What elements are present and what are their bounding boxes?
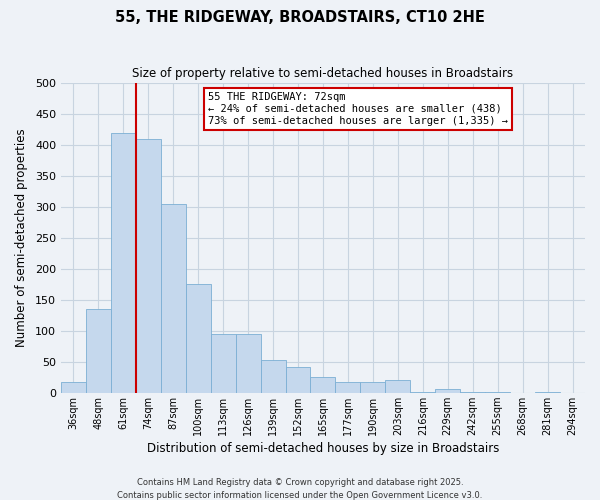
- Bar: [460, 392, 485, 393]
- Title: Size of property relative to semi-detached houses in Broadstairs: Size of property relative to semi-detach…: [133, 68, 514, 80]
- Bar: [310, 376, 335, 393]
- Bar: [335, 382, 361, 393]
- Bar: [136, 139, 161, 393]
- Text: Contains HM Land Registry data © Crown copyright and database right 2025.
Contai: Contains HM Land Registry data © Crown c…: [118, 478, 482, 500]
- Bar: [535, 392, 560, 393]
- Bar: [385, 380, 410, 393]
- X-axis label: Distribution of semi-detached houses by size in Broadstairs: Distribution of semi-detached houses by …: [147, 442, 499, 455]
- Bar: [410, 392, 435, 393]
- Bar: [186, 284, 211, 393]
- Bar: [485, 392, 510, 393]
- Bar: [260, 360, 286, 393]
- Bar: [236, 334, 260, 393]
- Bar: [286, 367, 310, 393]
- Y-axis label: Number of semi-detached properties: Number of semi-detached properties: [15, 128, 28, 347]
- Bar: [111, 132, 136, 393]
- Bar: [211, 334, 236, 393]
- Bar: [61, 382, 86, 393]
- Text: 55, THE RIDGEWAY, BROADSTAIRS, CT10 2HE: 55, THE RIDGEWAY, BROADSTAIRS, CT10 2HE: [115, 10, 485, 25]
- Bar: [361, 382, 385, 393]
- Text: 55 THE RIDGEWAY: 72sqm
← 24% of semi-detached houses are smaller (438)
73% of se: 55 THE RIDGEWAY: 72sqm ← 24% of semi-det…: [208, 92, 508, 126]
- Bar: [161, 204, 186, 393]
- Bar: [86, 309, 111, 393]
- Bar: [435, 389, 460, 393]
